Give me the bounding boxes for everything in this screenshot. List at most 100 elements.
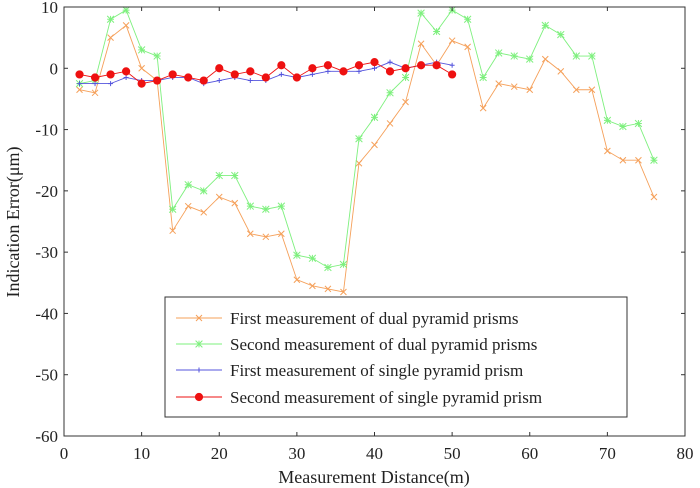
series-3-point bbox=[325, 68, 331, 74]
series-1-point bbox=[122, 22, 130, 29]
series-1-point bbox=[572, 86, 580, 94]
series-1-point bbox=[541, 55, 549, 63]
series-4-point bbox=[261, 73, 270, 82]
series-3-point bbox=[92, 81, 98, 87]
x-axis-tick-labels: 0 10 20 30 40 50 60 70 80 bbox=[60, 444, 694, 463]
legend-label: Second measurement of single pyramid pri… bbox=[230, 388, 542, 407]
y-tick-label: 0 bbox=[50, 59, 59, 78]
series-2-point bbox=[215, 171, 224, 180]
series-2-point bbox=[308, 254, 317, 263]
series-1-point bbox=[650, 193, 658, 201]
series-1-point bbox=[340, 288, 347, 296]
series-1-point bbox=[386, 120, 394, 127]
legend-item: First measurement of single pyramid pris… bbox=[176, 361, 523, 380]
series-2-point bbox=[588, 52, 596, 60]
series-3-point bbox=[123, 74, 129, 80]
series-2-point bbox=[479, 73, 487, 82]
x-tick-label: 30 bbox=[288, 444, 305, 463]
series-4-point bbox=[277, 61, 286, 70]
series-1-point bbox=[215, 193, 223, 201]
legend-marker bbox=[194, 392, 204, 402]
series-4-point bbox=[215, 64, 224, 73]
series-4-point bbox=[246, 67, 255, 76]
series-4-point bbox=[448, 70, 457, 79]
series-4 bbox=[75, 58, 457, 88]
series-2-point bbox=[417, 9, 425, 17]
series-2-point bbox=[168, 205, 177, 213]
series-3-point bbox=[108, 81, 114, 87]
series-2-point bbox=[246, 202, 255, 210]
series-1-point bbox=[619, 156, 627, 164]
series-2-point bbox=[619, 122, 627, 131]
series-1-point bbox=[138, 64, 145, 72]
series-1-point bbox=[91, 89, 99, 97]
legend-marker bbox=[196, 367, 202, 373]
y-tick-label: -10 bbox=[35, 121, 58, 140]
y-tick-label: 10 bbox=[41, 0, 58, 17]
series-4-point bbox=[230, 70, 239, 79]
legend-label: First measurement of single pyramid pris… bbox=[230, 361, 523, 380]
series-1-point bbox=[464, 43, 472, 51]
series-1-point bbox=[588, 86, 596, 94]
legend-label: Second measurement of dual pyramid prism… bbox=[230, 335, 537, 354]
series-2-point bbox=[572, 52, 581, 60]
series-1-point bbox=[76, 86, 83, 94]
series-3-point bbox=[309, 71, 315, 77]
axis-ticks bbox=[63, 6, 686, 437]
series-1-point bbox=[107, 34, 114, 41]
series-1-point bbox=[184, 202, 192, 210]
series-1-point bbox=[324, 285, 332, 293]
series-2-point bbox=[106, 15, 115, 24]
series-1-point bbox=[402, 98, 409, 106]
series-4-point bbox=[354, 61, 364, 70]
series-1-point bbox=[169, 227, 177, 235]
series-4-point bbox=[184, 73, 193, 82]
series-1-point bbox=[635, 156, 642, 164]
y-tick-label: -20 bbox=[35, 182, 58, 201]
series-2-point bbox=[277, 202, 286, 210]
x-tick-label: 10 bbox=[133, 444, 150, 463]
series-4-point bbox=[370, 58, 379, 67]
series-1-point bbox=[526, 86, 534, 94]
series-2-line bbox=[79, 9, 655, 268]
series-4-point bbox=[75, 70, 84, 79]
series-1-point bbox=[246, 230, 254, 238]
series-2-point bbox=[355, 135, 363, 143]
legend: First measurement of dual pyramid prisms… bbox=[164, 296, 628, 418]
legend-item: Second measurement of single pyramid pri… bbox=[176, 388, 542, 407]
x-tick-label: 80 bbox=[677, 444, 694, 463]
series-4-point bbox=[292, 73, 301, 82]
series-2-point bbox=[122, 6, 130, 14]
series-2-point bbox=[184, 180, 192, 189]
series-layer bbox=[75, 6, 658, 296]
series-4-point bbox=[90, 73, 100, 82]
series-2-point bbox=[153, 52, 161, 60]
series-1-point bbox=[277, 230, 285, 238]
x-tick-label: 20 bbox=[211, 444, 228, 463]
series-2-point bbox=[494, 49, 503, 57]
series-1-point bbox=[355, 159, 363, 167]
series-2-point bbox=[231, 171, 239, 180]
y-tick-label: -60 bbox=[35, 427, 58, 446]
legend-box bbox=[164, 296, 628, 418]
x-axis-label: Measurement Distance(m) bbox=[278, 467, 469, 488]
y-tick-label: -40 bbox=[35, 304, 58, 323]
series-1-point bbox=[417, 40, 425, 48]
series-4-point bbox=[168, 70, 177, 79]
series-2-point bbox=[557, 30, 565, 39]
series-4-point bbox=[416, 61, 426, 70]
legend-item: Second measurement of dual pyramid prism… bbox=[176, 335, 537, 354]
series-4-point bbox=[106, 70, 115, 79]
series-1-point bbox=[309, 282, 316, 290]
series-2-point bbox=[324, 263, 332, 272]
series-2-point bbox=[199, 187, 208, 195]
y-axis-label: Indication Error(μm) bbox=[3, 146, 24, 297]
legend-label: First measurement of dual pyramid prisms bbox=[230, 309, 518, 328]
series-4-point bbox=[385, 67, 395, 76]
series-1 bbox=[76, 22, 658, 296]
series-1-point bbox=[448, 37, 456, 45]
series-1-point bbox=[604, 147, 611, 155]
series-3-point bbox=[216, 78, 222, 84]
series-3-point bbox=[278, 71, 284, 77]
